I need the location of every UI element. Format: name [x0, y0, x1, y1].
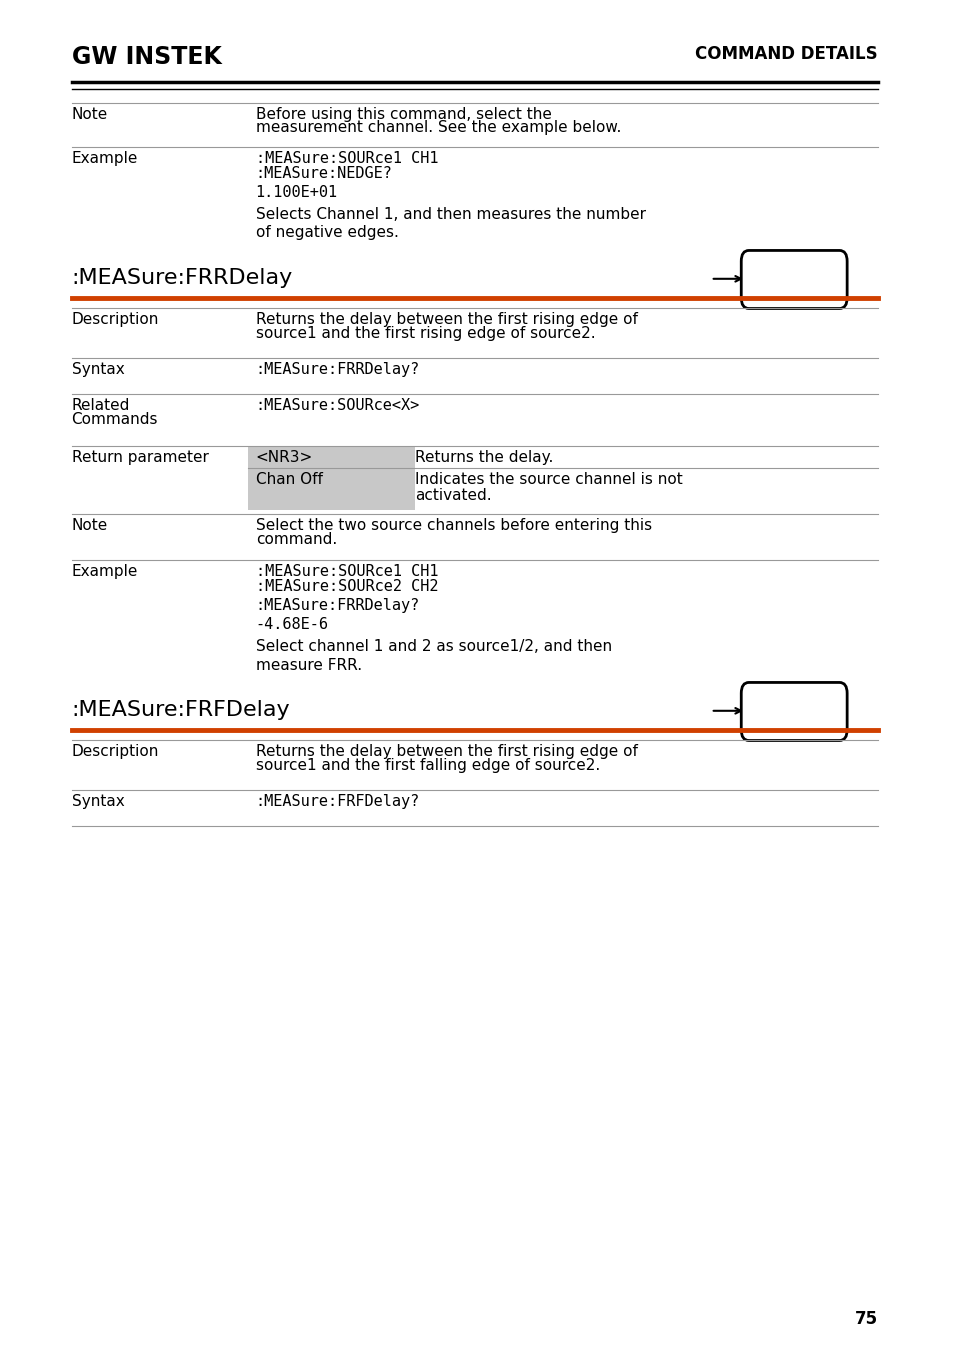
- Text: :MEASure:SOURce<X>: :MEASure:SOURce<X>: [255, 398, 419, 413]
- Text: <NR3>: <NR3>: [255, 450, 313, 464]
- Text: Selects Channel 1, and then measures the number: Selects Channel 1, and then measures the…: [255, 207, 645, 221]
- FancyBboxPatch shape: [740, 683, 846, 741]
- Text: :MEASure:FRRDelay: :MEASure:FRRDelay: [71, 269, 293, 288]
- Text: :MEASure:FRFDelay?: :MEASure:FRFDelay?: [255, 794, 419, 809]
- Text: GW INSTEK: GW INSTEK: [71, 45, 221, 69]
- Text: Returns the delay between the first rising edge of: Returns the delay between the first risi…: [255, 312, 637, 327]
- Text: COMMAND DETAILS: COMMAND DETAILS: [695, 45, 877, 63]
- Text: :MEASure:NEDGE?: :MEASure:NEDGE?: [255, 166, 392, 181]
- Text: Related: Related: [71, 398, 130, 413]
- Text: Description: Description: [71, 744, 159, 759]
- Text: Example: Example: [71, 151, 138, 166]
- FancyBboxPatch shape: [740, 251, 846, 309]
- Text: command.: command.: [255, 532, 336, 547]
- Text: Syntax: Syntax: [71, 794, 124, 809]
- Text: :MEASure:FRRDelay?: :MEASure:FRRDelay?: [255, 598, 419, 613]
- Text: measure FRR.: measure FRR.: [255, 657, 361, 674]
- Text: :MEASure:SOURce1 CH1: :MEASure:SOURce1 CH1: [255, 151, 437, 166]
- Text: Return parameter: Return parameter: [71, 450, 208, 464]
- Text: source1 and the first falling edge of source2.: source1 and the first falling edge of so…: [255, 757, 599, 774]
- Text: :MEASure:FRFDelay: :MEASure:FRFDelay: [71, 701, 290, 720]
- Text: Indicates the source channel is not: Indicates the source channel is not: [415, 472, 682, 487]
- Text: :MEASure:FRRDelay?: :MEASure:FRRDelay?: [255, 362, 419, 377]
- Bar: [248, 446, 415, 510]
- Text: of negative edges.: of negative edges.: [255, 225, 398, 240]
- Text: Note: Note: [71, 518, 108, 533]
- Text: measurement channel. See the example below.: measurement channel. See the example bel…: [255, 120, 620, 135]
- Text: activated.: activated.: [415, 487, 491, 504]
- Text: 75: 75: [854, 1310, 877, 1328]
- Text: -4.68E-6: -4.68E-6: [255, 617, 329, 632]
- Text: Select channel 1 and 2 as source1/2, and then: Select channel 1 and 2 as source1/2, and…: [255, 639, 611, 653]
- Text: Example: Example: [71, 564, 138, 579]
- Text: Description: Description: [71, 312, 159, 327]
- Text: source1 and the first rising edge of source2.: source1 and the first rising edge of sou…: [255, 325, 595, 342]
- Text: 1.100E+01: 1.100E+01: [255, 185, 337, 200]
- Text: Syntax: Syntax: [71, 362, 124, 377]
- Text: Chan Off: Chan Off: [255, 472, 322, 487]
- Text: Returns the delay.: Returns the delay.: [415, 450, 553, 464]
- Text: Before using this command, select the: Before using this command, select the: [255, 107, 551, 122]
- Text: :MEASure:SOURce1 CH1: :MEASure:SOURce1 CH1: [255, 564, 437, 579]
- Text: Returns the delay between the first rising edge of: Returns the delay between the first risi…: [255, 744, 637, 759]
- Text: Note: Note: [71, 107, 108, 122]
- Text: :MEASure:SOURce2 CH2: :MEASure:SOURce2 CH2: [255, 579, 437, 594]
- Text: Select the two source channels before entering this: Select the two source channels before en…: [255, 518, 651, 533]
- Text: Commands: Commands: [71, 412, 158, 427]
